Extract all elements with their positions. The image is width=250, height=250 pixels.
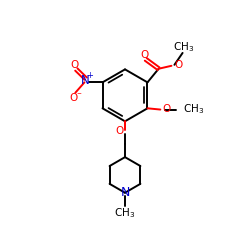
Text: O: O [69, 93, 78, 103]
Text: O: O [70, 60, 78, 70]
Text: O: O [163, 104, 171, 114]
Text: N: N [81, 74, 90, 87]
Text: CH$_3$: CH$_3$ [114, 206, 136, 220]
Text: O: O [116, 126, 124, 136]
Text: CH$_3$: CH$_3$ [173, 40, 195, 54]
Text: $^{-}$: $^{-}$ [76, 90, 82, 99]
Text: O: O [174, 60, 182, 70]
Text: CH$_3$: CH$_3$ [182, 102, 204, 116]
Text: N: N [120, 186, 130, 199]
Text: +: + [86, 71, 93, 80]
Text: O: O [140, 50, 149, 60]
